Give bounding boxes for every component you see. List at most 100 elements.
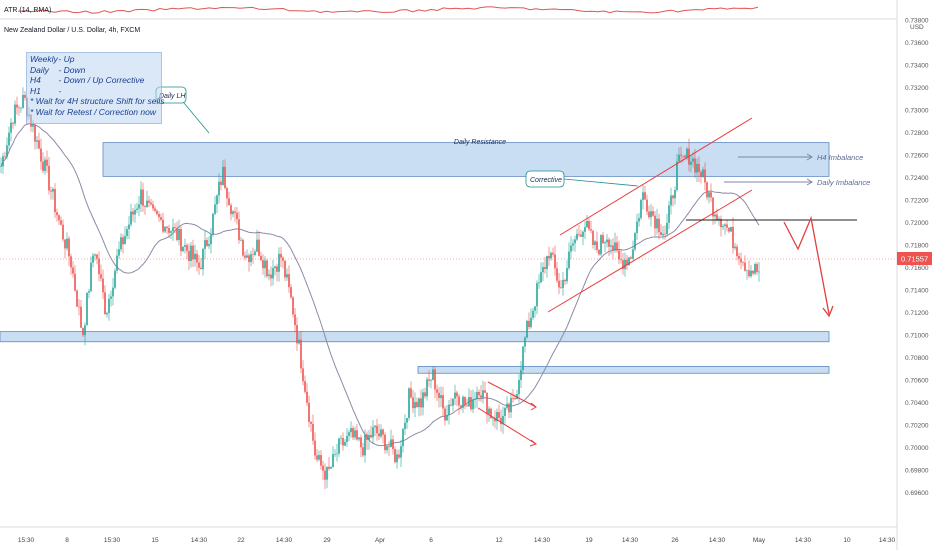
candle-body [394,449,396,463]
candle-body [300,339,302,369]
candle-body [152,204,154,209]
candle-body [240,239,242,241]
candle-body [60,220,62,225]
candle-body [70,256,72,268]
candle-body [650,211,652,218]
candle-body [410,388,412,398]
x-tick-label: 14:30 [622,537,639,544]
candle-body [64,239,66,249]
candle-body [20,107,22,109]
candle-body [216,195,218,205]
candle-body [306,391,308,403]
candle-body [324,470,326,480]
candle-body [684,155,686,158]
candle-body [6,145,8,157]
y-tick-label: 0.72800 [905,130,929,137]
candle-body [14,104,16,124]
candle-body [574,239,576,244]
candle-body [674,190,676,199]
daily-imbalance-arrowhead [806,178,813,186]
h4-imbalance-arrowhead [806,153,813,161]
daily-resistance-label: Daily Resistance [454,139,506,146]
candle-body [540,272,542,283]
candle-body [96,254,98,259]
y-tick-label: 0.73200 [905,85,929,92]
candle-body [532,310,534,318]
candle-body [160,217,162,220]
candle-body [584,227,586,232]
candle-body [634,233,636,250]
candle-body [38,140,40,149]
candle-body [556,268,558,281]
candle-body [100,274,102,279]
candle-body [190,245,192,261]
candle-body [498,412,500,418]
candle-body [106,313,108,315]
candle-body [310,421,312,424]
candle-body [734,246,736,249]
candle-body [512,397,514,399]
candle-body [656,218,658,229]
candle-body [420,398,422,408]
candle-body [182,246,184,252]
candle-body [406,417,408,423]
candle-body [744,262,746,271]
candle-body [546,255,548,269]
candle-body [522,346,524,371]
candle-body [174,227,176,229]
candle-body [696,163,698,173]
candle-body [486,392,488,415]
candle-body [398,454,400,458]
candle-body [358,437,360,440]
zone-daily-resistance [102,142,830,177]
candle-body [538,282,540,284]
candle-body [428,379,430,381]
candle-body [600,235,602,255]
daily-imbalance-label: Daily Imbalance [817,178,870,187]
candle-body [742,262,744,264]
candle-body [708,192,710,198]
candle-body [666,222,668,235]
candle-body [278,253,280,272]
candle-body [494,417,496,422]
candle-body [338,438,340,454]
candle-body [572,243,574,246]
candle-body [62,224,64,240]
candle-body [40,148,42,162]
candle-body [416,401,418,408]
candle-body [496,412,498,422]
y-tick-label: 0.71000 [905,333,929,340]
candle-body [564,279,566,282]
candle-body [238,219,240,241]
candle-body [280,253,282,258]
candle-body [188,250,190,261]
candle-body [412,397,414,409]
candle-body [392,439,394,450]
candle-body [664,233,666,235]
candle-body [690,161,692,165]
wedge-upper-line [487,381,537,408]
candle-body [120,237,122,250]
candle-body [468,397,470,407]
y-tick-label: 0.70400 [905,400,929,407]
candle-body [84,325,86,336]
candle-body [552,252,554,255]
atr-indicator-label: ATR (14, RMA) [4,7,52,14]
h4-imbalance-label: H4 Imbalance [817,153,863,162]
candle-body [264,260,266,269]
candle-body [272,268,274,279]
candle-body [578,233,580,235]
y-tick-label: 0.71400 [905,288,929,295]
candle-body [378,433,380,437]
wedge-lower-line [477,407,537,445]
candle-body [126,229,128,237]
candle-body [618,250,620,260]
candle-body [24,94,26,98]
candle-body [326,466,328,480]
y-tick-label: 0.73600 [905,40,929,47]
candle-body [134,209,136,215]
candle-body [198,262,200,268]
x-tick-label: 29 [323,537,331,544]
candle-body [586,220,588,228]
